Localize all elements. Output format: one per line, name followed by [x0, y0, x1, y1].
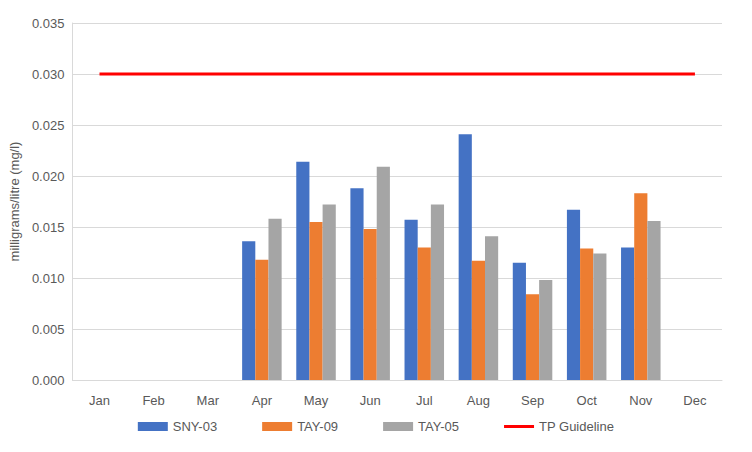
svg-text:0.035: 0.035	[32, 16, 65, 31]
svg-text:Apr: Apr	[252, 393, 273, 408]
svg-text:TAY-05: TAY-05	[418, 419, 459, 434]
svg-text:Mar: Mar	[197, 393, 220, 408]
svg-text:Dec: Dec	[683, 393, 707, 408]
svg-text:May: May	[304, 393, 329, 408]
svg-text:Jun: Jun	[360, 393, 381, 408]
svg-text:Nov: Nov	[629, 393, 653, 408]
svg-text:milligrams/litre (mg/l): milligrams/litre (mg/l)	[7, 142, 22, 262]
svg-text:Jul: Jul	[416, 393, 433, 408]
svg-text:TP Guideline: TP Guideline	[539, 419, 614, 434]
svg-text:SNY-03: SNY-03	[173, 419, 217, 434]
svg-text:Feb: Feb	[142, 393, 164, 408]
svg-text:0.005: 0.005	[32, 322, 65, 337]
svg-text:Aug: Aug	[467, 393, 490, 408]
svg-text:0.020: 0.020	[32, 169, 65, 184]
svg-text:0.030: 0.030	[32, 67, 65, 82]
svg-text:0.000: 0.000	[32, 373, 65, 388]
svg-text:TAY-09: TAY-09	[297, 419, 338, 434]
svg-text:Oct: Oct	[577, 393, 598, 408]
svg-text:0.010: 0.010	[32, 271, 65, 286]
svg-text:Jan: Jan	[89, 393, 110, 408]
svg-text:0.015: 0.015	[32, 220, 65, 235]
svg-text:Sep: Sep	[521, 393, 544, 408]
svg-text:0.025: 0.025	[32, 118, 65, 133]
